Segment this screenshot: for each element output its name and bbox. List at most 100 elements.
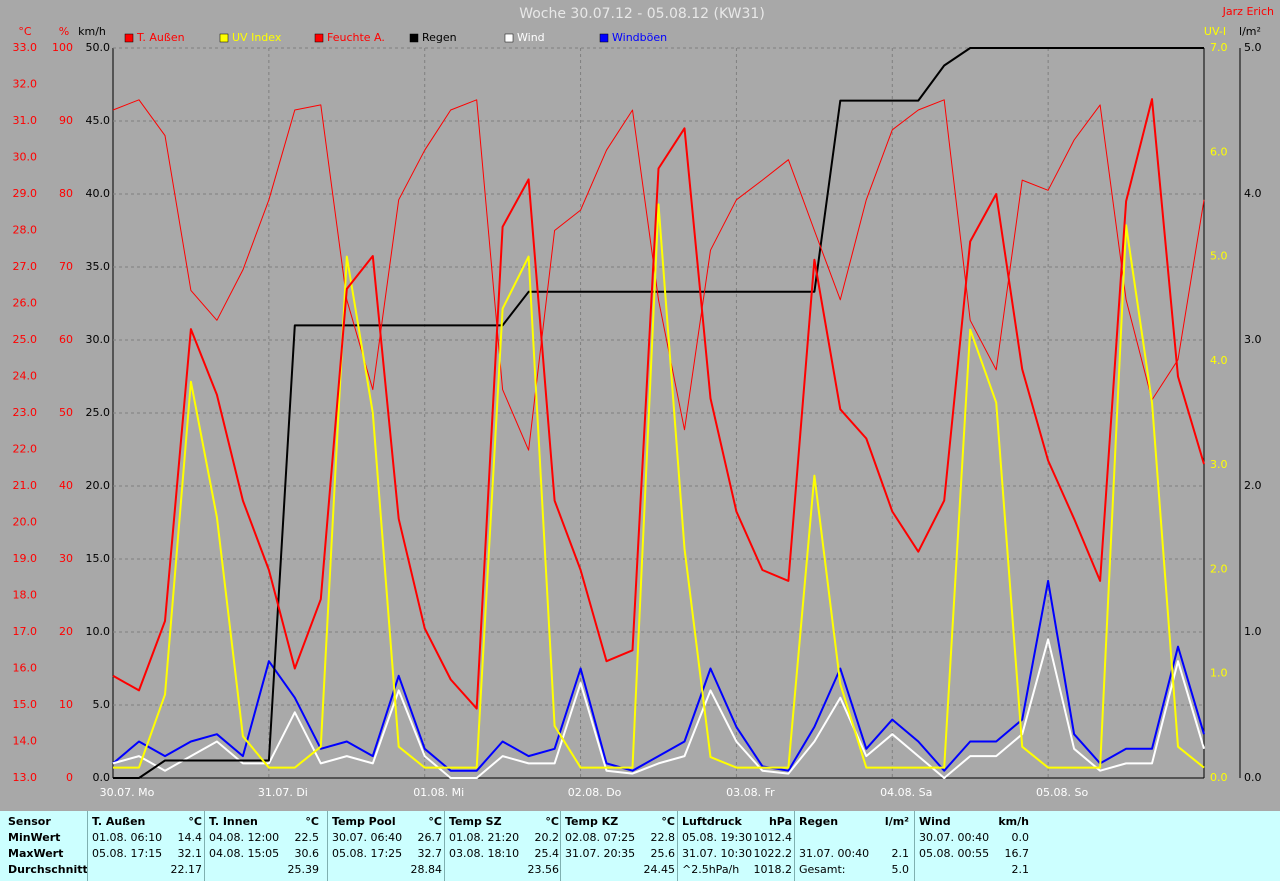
y-tick-label: 0 [66, 771, 73, 784]
y-tick-label: 18.0 [13, 589, 38, 602]
group-unit: l/m² [884, 815, 909, 828]
y-tick-label: 25.0 [86, 406, 111, 419]
cell-value: 25.39 [287, 863, 320, 876]
y-tick-label: 90 [59, 114, 73, 127]
y-tick-label: 80 [59, 187, 73, 200]
row-label: Sensor [8, 815, 51, 828]
y-tick-label: 4.0 [1244, 187, 1262, 200]
y-tick-label: 24.0 [13, 370, 38, 383]
cell-value: 14.4 [177, 831, 203, 844]
legend-swatch [504, 33, 514, 43]
y-tick-label: 45.0 [86, 114, 111, 127]
y-tick-label: 29.0 [13, 187, 38, 200]
series-line [113, 203, 1205, 769]
legend-label: T. Außen [136, 31, 185, 44]
x-tick-label: 01.08. Mi [413, 786, 464, 799]
axis-label: °C [18, 25, 32, 38]
cell-label: ^2.5hPa/h [682, 863, 740, 876]
y-tick-label: 2.0 [1244, 479, 1262, 492]
y-tick-label: 35.0 [86, 260, 111, 273]
cell-label: 05.08. 17:25 [332, 847, 403, 860]
y-tick-label: 7.0 [1210, 41, 1228, 54]
group-name: Temp SZ [449, 815, 502, 828]
x-tick-label: 03.08. Fr [726, 786, 775, 799]
legend-swatch [219, 33, 229, 43]
group-name: Regen [799, 815, 839, 828]
group-unit: °C [661, 815, 675, 828]
cell-value: 22.5 [294, 831, 320, 844]
cell-value: 0.0 [1011, 831, 1030, 844]
column-separator [87, 811, 88, 881]
axis-label: UV-I [1204, 25, 1226, 38]
y-tick-label: 0.0 [1244, 771, 1262, 784]
group-name: Temp Pool [332, 815, 396, 828]
legend-swatch [409, 33, 419, 43]
y-tick-label: 27.0 [13, 260, 38, 273]
y-tick-label: 40 [59, 479, 73, 492]
cell-label: 05.08. 19:30 [682, 831, 753, 844]
group-name: T. Innen [209, 815, 258, 828]
cell-label: Gesamt: [799, 863, 846, 876]
y-tick-label: 15.0 [86, 552, 111, 565]
legend-label: Feuchte A. [327, 31, 385, 44]
cell-label: 02.08. 07:25 [565, 831, 636, 844]
cell-label: 05.08. 00:55 [919, 847, 990, 860]
cell-value: 24.45 [643, 863, 676, 876]
cell-value: 32.1 [177, 847, 203, 860]
legend-label: Regen [422, 31, 457, 44]
cell-label: 03.08. 18:10 [449, 847, 520, 860]
legend-label: UV Index [232, 31, 282, 44]
y-tick-label: 5.0 [1244, 41, 1262, 54]
y-tick-label: 50.0 [86, 41, 111, 54]
group-name: Luftdruck [682, 815, 742, 828]
cell-value: 28.84 [410, 863, 443, 876]
cell-label: 30.07. 00:40 [919, 831, 990, 844]
x-tick-label: 30.07. Mo [100, 786, 155, 799]
cell-value: 5.0 [891, 863, 910, 876]
y-tick-label: 2.0 [1210, 562, 1228, 575]
cell-value: 1012.4 [753, 831, 793, 844]
column-separator [560, 811, 561, 881]
group-unit: °C [305, 815, 319, 828]
legend-swatch [124, 33, 134, 43]
y-tick-label: 5.0 [1210, 250, 1228, 263]
y-tick-label: 40.0 [86, 187, 111, 200]
legend-swatch [599, 33, 609, 43]
y-tick-label: 5.0 [93, 698, 111, 711]
y-tick-label: 14.0 [13, 735, 38, 748]
cell-label: 31.07. 00:40 [799, 847, 870, 860]
cell-value: 25.6 [650, 847, 676, 860]
y-tick-label: 3.0 [1244, 333, 1262, 346]
cell-label: 04.08. 12:00 [209, 831, 280, 844]
chart: Woche 30.07.12 - 05.08.12 (KW31) Jarz Er… [13, 5, 1275, 799]
cell-label: 01.08. 06:10 [92, 831, 163, 844]
y-tick-label: 100 [52, 41, 73, 54]
column-separator [677, 811, 678, 881]
row-label: MinWert [8, 831, 61, 844]
author: Jarz Erich [1222, 5, 1274, 18]
y-tick-label: 3.0 [1210, 458, 1228, 471]
y-tick-label: 23.0 [13, 406, 38, 419]
axis-label: l/m² [1239, 25, 1261, 38]
y-tick-label: 50 [59, 406, 73, 419]
group-unit: km/h [998, 815, 1029, 828]
legend-label: Wind [517, 31, 545, 44]
column-separator [914, 811, 915, 881]
column-separator [204, 811, 205, 881]
y-tick-label: 31.0 [13, 114, 38, 127]
cell-value: 22.17 [170, 863, 203, 876]
cell-label: 01.08. 21:20 [449, 831, 520, 844]
y-tick-label: 4.0 [1210, 354, 1228, 367]
column-separator [794, 811, 795, 881]
cell-value: 2.1 [1011, 863, 1030, 876]
cell-value: 23.56 [527, 863, 560, 876]
cell-value: 22.8 [650, 831, 676, 844]
axis-label: % [59, 25, 69, 38]
y-tick-label: 17.0 [13, 625, 38, 638]
legend-label: Windböen [612, 31, 667, 44]
group-unit: °C [428, 815, 442, 828]
group-unit: °C [188, 815, 202, 828]
y-tick-label: 30 [59, 552, 73, 565]
cell-value: 25.4 [534, 847, 560, 860]
